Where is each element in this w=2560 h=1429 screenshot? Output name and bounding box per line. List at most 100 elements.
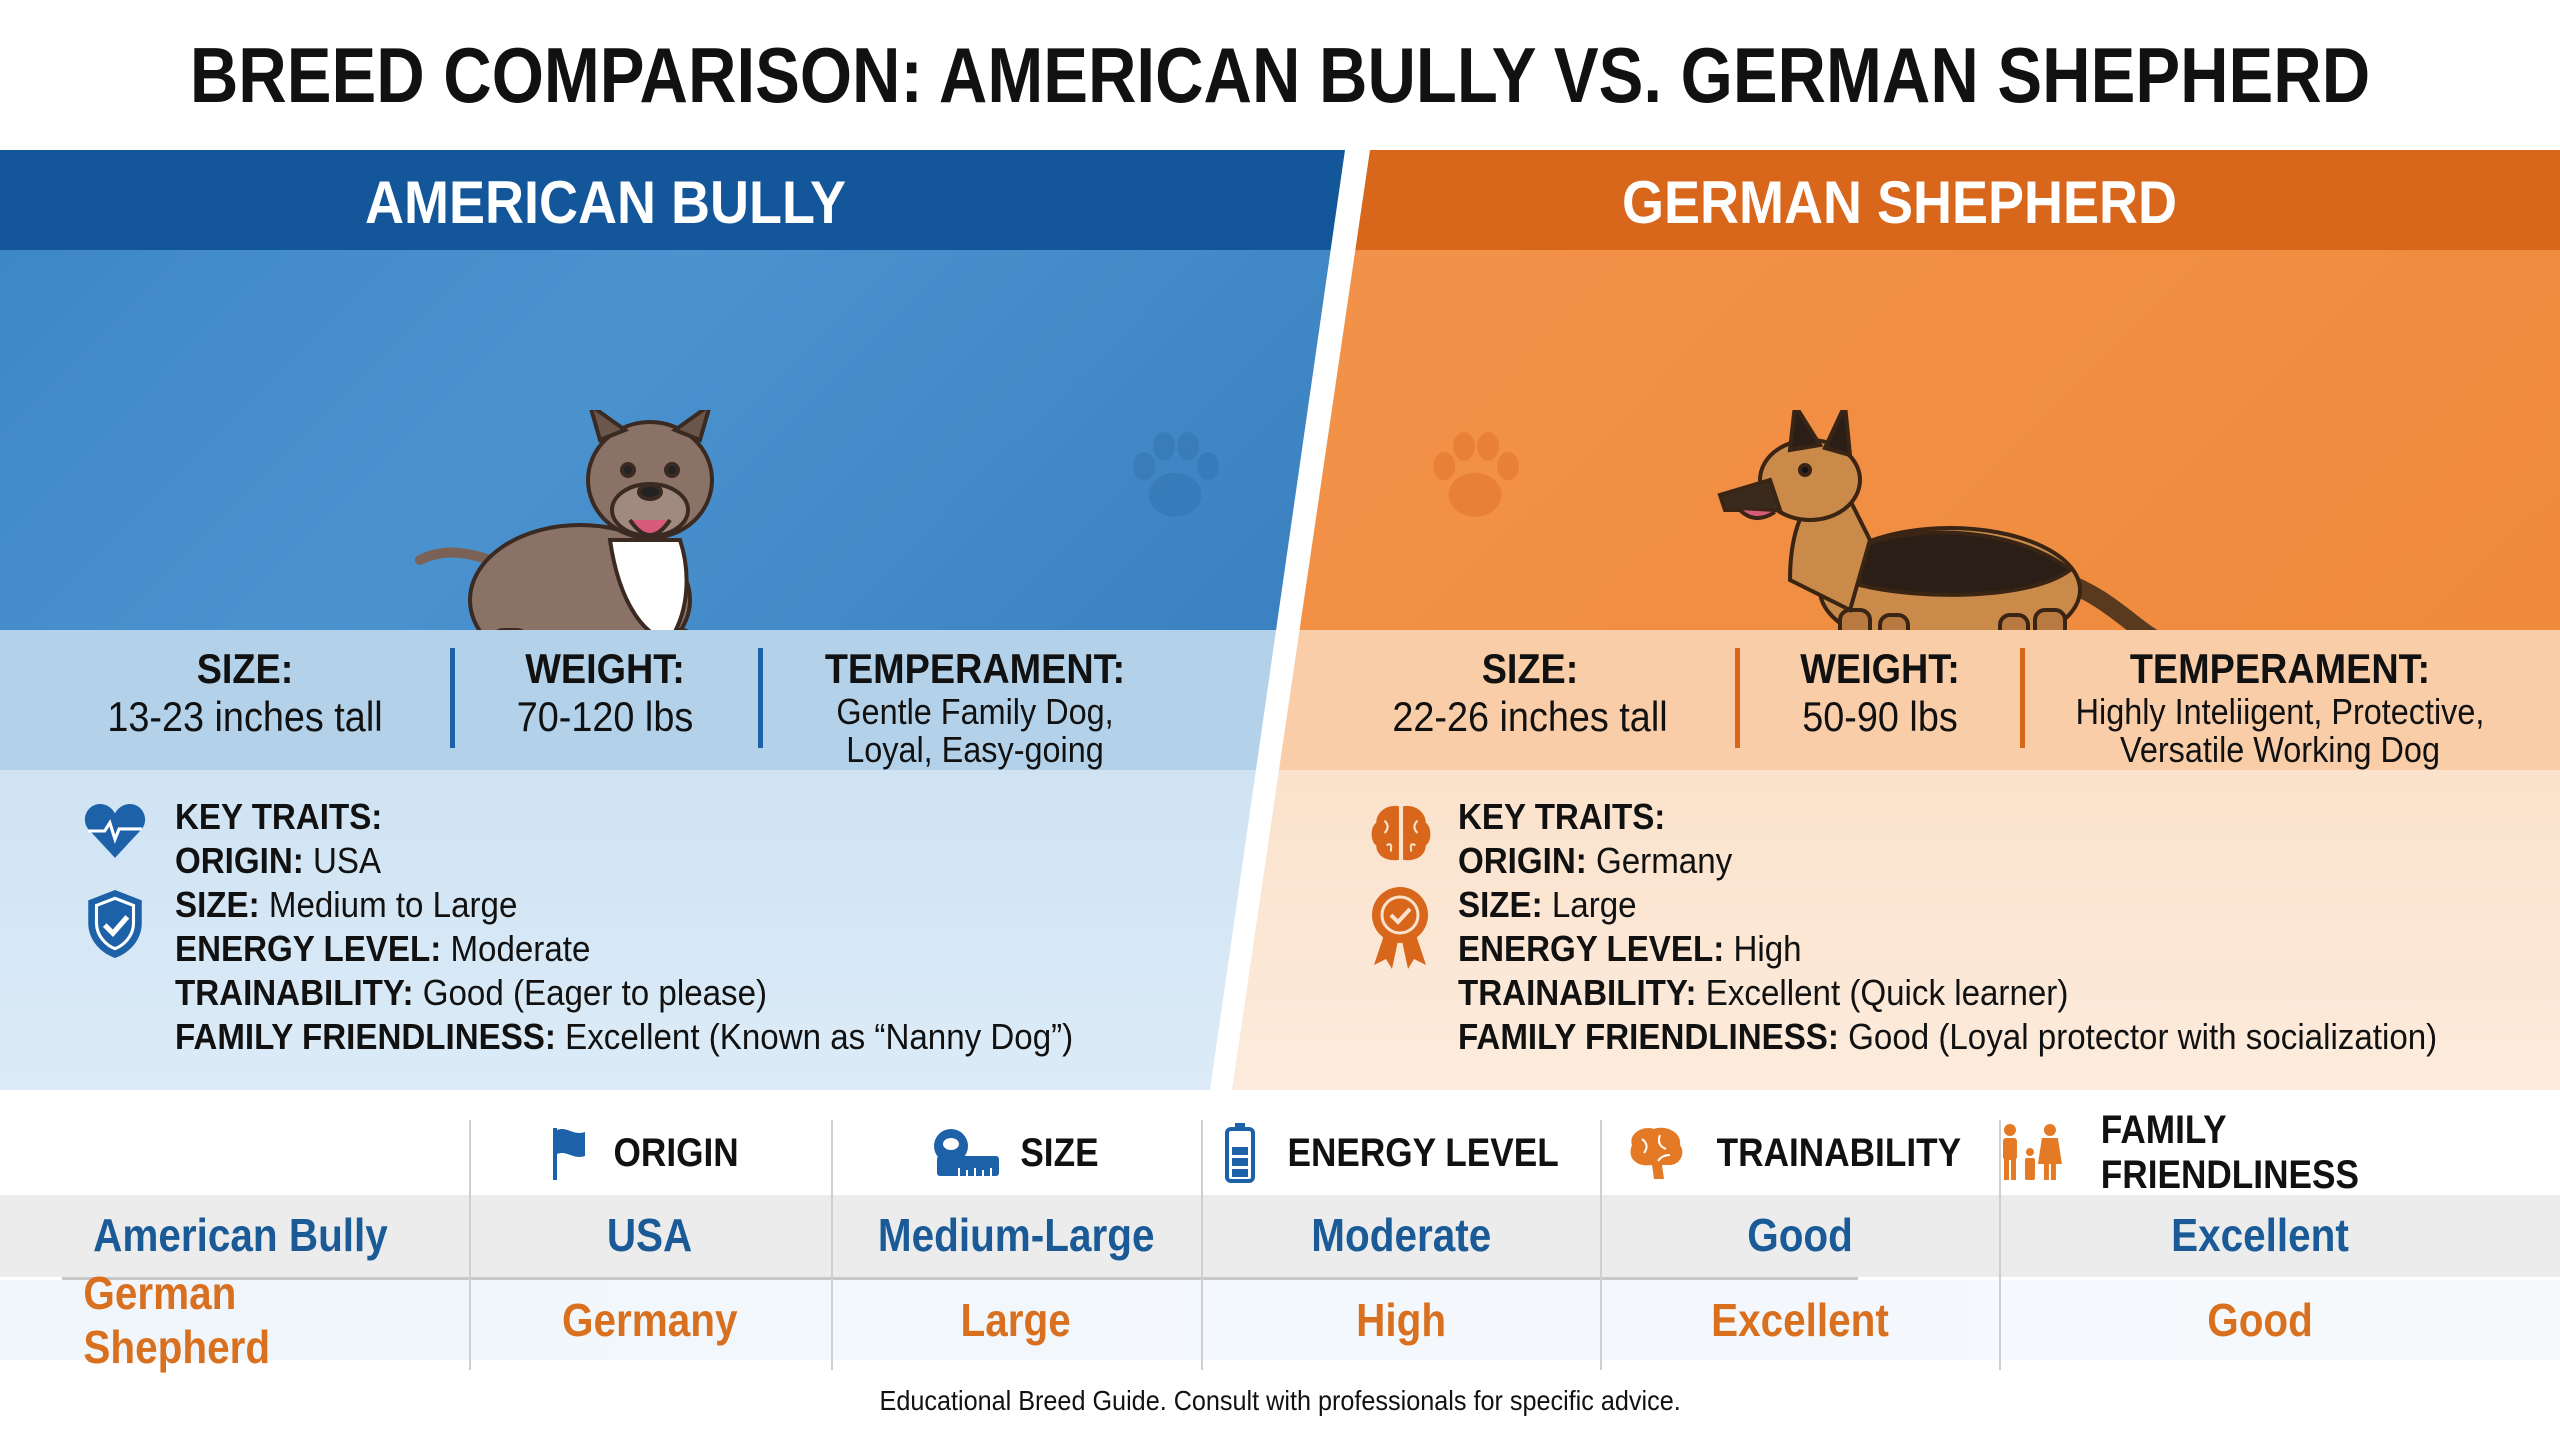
trait-label: TRAINABILITY: xyxy=(175,972,414,1013)
family-cell: Good xyxy=(2000,1280,2520,1360)
column-label: TRAINABILITY xyxy=(1716,1130,1962,1175)
german-shepherd-title: GERMAN SHEPHERD xyxy=(1622,169,2178,236)
weight-value: 70-120 lbs xyxy=(516,693,694,740)
cell-text: Excellent xyxy=(1711,1294,1889,1346)
table-row: German Shepherd Germany Large High Excel… xyxy=(0,1267,2560,1373)
award-ribbon-icon xyxy=(1372,887,1428,969)
cell-text: Medium-Large xyxy=(877,1209,1155,1261)
column-divider xyxy=(1999,1120,2001,1370)
divider xyxy=(758,648,763,748)
trait-trainability: TRAINABILITY: Excellent (Quick learner) xyxy=(1458,971,2437,1015)
column-divider xyxy=(1600,1120,1602,1370)
size-stat: SIZE: 22-26 inches tall xyxy=(1350,645,1710,741)
german-shepherd-traits xyxy=(1232,770,2560,1090)
american-bully-hero xyxy=(0,250,1345,759)
column-divider xyxy=(1201,1120,1203,1370)
weight-stat: WEIGHT: 70-120 lbs xyxy=(470,645,740,741)
trait-energy: ENERGY LEVEL: High xyxy=(1458,927,2437,971)
temperament-value-line2: Versatile Working Dog xyxy=(2120,729,2440,770)
american-bully-header: AMERICAN BULLY xyxy=(0,150,1345,250)
cell-text: Moderate xyxy=(1311,1209,1491,1261)
size-label: SIZE: xyxy=(196,645,294,692)
trait-value: Medium to Large xyxy=(259,884,518,925)
weight-value: 50-90 lbs xyxy=(1802,693,1958,740)
trait-origin: ORIGIN: USA xyxy=(175,839,1073,883)
table-header: ORIGIN SIZE ENERGY LEVEL TRAINABILITY FA… xyxy=(0,1108,2560,1197)
trait-label: SIZE: xyxy=(175,884,260,925)
temperament-label: TEMPERAMENT: xyxy=(824,645,1126,692)
table-row: American Bully USA Medium-Large Moderate… xyxy=(0,1195,2560,1277)
divider xyxy=(2020,648,2025,748)
german-shepherd-stats xyxy=(1232,630,2560,770)
cell-text: American Bully xyxy=(92,1209,388,1261)
page-title: BREED COMPARISON: AMERICAN BULLY VS. GER… xyxy=(189,31,2371,119)
family-icon xyxy=(2002,1124,2062,1180)
family-cell: Excellent xyxy=(2000,1195,2520,1275)
flag-icon xyxy=(552,1128,585,1180)
column-size: SIZE xyxy=(832,1128,1200,1178)
american-bully-panel: AMERICAN BULLY xyxy=(0,150,1345,1090)
comparison-table: ORIGIN SIZE ENERGY LEVEL TRAINABILITY FA… xyxy=(0,1108,2560,1373)
brain-icon xyxy=(1371,805,1431,861)
trait-label: ENERGY LEVEL: xyxy=(175,928,442,969)
size-label: SIZE: xyxy=(1481,645,1579,692)
trainability-cell: Good xyxy=(1602,1195,1998,1275)
trait-value: High xyxy=(1724,928,1802,969)
temperament-value-line1: Highly Inteliigent, Protective, xyxy=(2075,691,2485,732)
temperament-stat: TEMPERAMENT: Highly Inteliigent, Protect… xyxy=(2035,645,2525,769)
key-traits-heading: KEY TRAITS: xyxy=(175,796,383,837)
trait-value: Excellent (Known as “Nanny Dog”) xyxy=(555,1016,1074,1057)
divider xyxy=(1735,648,1740,748)
column-label: ORIGIN xyxy=(613,1130,739,1175)
temperament-label: TEMPERAMENT: xyxy=(2129,645,2431,692)
weight-label: WEIGHT: xyxy=(1800,645,1960,692)
breed-name-cell: American Bully xyxy=(60,1195,420,1275)
trait-label: SIZE: xyxy=(1458,884,1543,925)
size-value: 13-23 inches tall xyxy=(107,693,383,740)
size-value: 22-26 inches tall xyxy=(1392,693,1668,740)
column-energy-level: ENERGY LEVEL xyxy=(1202,1123,1600,1183)
cell-text: German Shepherd xyxy=(83,1267,271,1373)
trait-family: FAMILY FRIENDLINESS: Excellent (Known as… xyxy=(175,1015,1073,1059)
trait-size: SIZE: Medium to Large xyxy=(175,883,1073,927)
temperament-value-line2: Loyal, Easy-going xyxy=(846,729,1104,770)
row-divider xyxy=(62,1277,1858,1280)
column-trainability: TRAINABILITY xyxy=(1602,1127,1998,1179)
trait-size: SIZE: Large xyxy=(1458,883,2437,927)
american-bully-key-traits: KEY TRAITS: ORIGIN: USA SIZE: Medium to … xyxy=(175,795,1151,1059)
divider xyxy=(450,648,455,748)
column-label: FAMILY FRIENDLINESS xyxy=(2100,1108,2359,1197)
paw-print-icon xyxy=(1433,432,1519,517)
breed-name-cell: German Shepherd xyxy=(60,1267,450,1373)
trait-value: Good (Eager to please) xyxy=(413,972,768,1013)
battery-icon xyxy=(1224,1123,1255,1183)
german-shepherd-header: GERMAN SHEPHERD xyxy=(1232,150,2560,250)
cell-text: High xyxy=(1356,1294,1446,1346)
energy-cell: Moderate xyxy=(1202,1195,1600,1275)
weight-label: WEIGHT: xyxy=(525,645,685,692)
cell-text: Good xyxy=(2207,1294,2313,1346)
paw-print-icon xyxy=(1133,432,1219,517)
temperament-value-line1: Gentle Family Dog, xyxy=(836,691,1114,732)
american-bully-title: AMERICAN BULLY xyxy=(365,169,847,236)
trait-label: ENERGY LEVEL: xyxy=(1458,928,1725,969)
cell-text: Germany xyxy=(562,1294,738,1346)
german-shepherd-key-traits: KEY TRAITS: ORIGIN: Germany SIZE: Large … xyxy=(1458,795,2522,1059)
footer-text: Educational Breed Guide. Consult with pr… xyxy=(879,1385,1681,1416)
temperament-stat: TEMPERAMENT: Gentle Family Dog, Loyal, E… xyxy=(780,645,1170,769)
american-bully-stats xyxy=(0,630,1345,770)
trait-value: USA xyxy=(303,840,382,881)
brain-icon xyxy=(1630,1127,1683,1179)
cell-text: Good xyxy=(1747,1209,1853,1261)
american-bully-traits xyxy=(0,770,1345,1090)
column-label: ENERGY LEVEL xyxy=(1287,1130,1559,1175)
trainability-cell: Excellent xyxy=(1602,1280,1998,1360)
size-stat: SIZE: 13-23 inches tall xyxy=(60,645,430,741)
column-label: SIZE xyxy=(1019,1130,1099,1175)
column-divider xyxy=(469,1120,471,1370)
footer-disclaimer: Educational Breed Guide. Consult with pr… xyxy=(0,1385,2560,1417)
heart-pulse-icon xyxy=(84,804,146,858)
trait-value: Excellent (Quick learner) xyxy=(1696,972,2069,1013)
trait-value: Large xyxy=(1542,884,1637,925)
trait-energy: ENERGY LEVEL: Moderate xyxy=(175,927,1073,971)
